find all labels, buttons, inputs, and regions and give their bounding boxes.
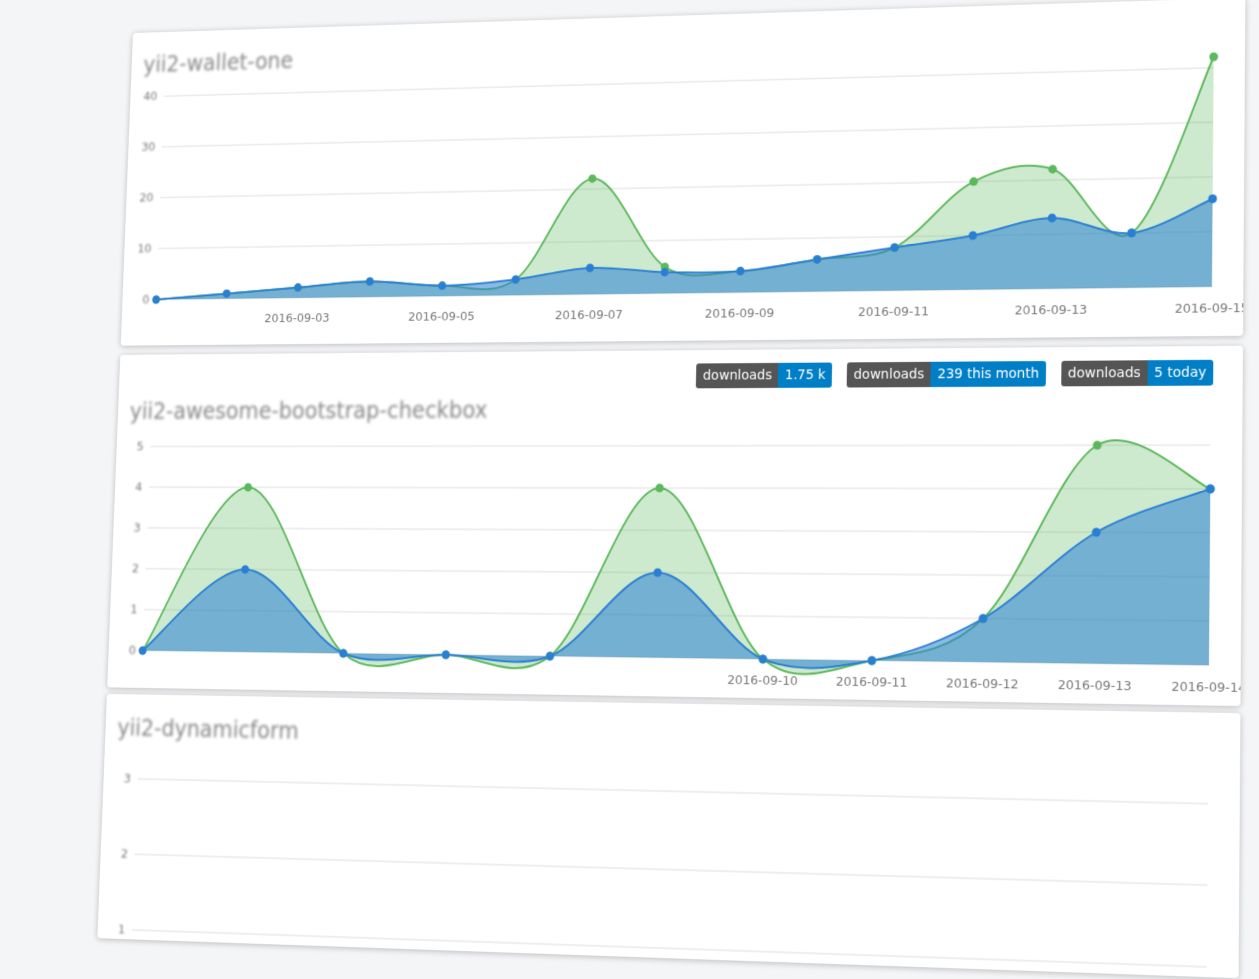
area bbox=[156, 198, 1213, 300]
x-tick-label: 2016-09-14 bbox=[1171, 679, 1243, 695]
point bbox=[1209, 52, 1219, 62]
grid-line bbox=[132, 930, 1207, 967]
page: yii2-wallet-one 0 10 20 30 40 2016-09-03 2016-0… bbox=[97, 0, 1246, 979]
grid-line bbox=[149, 487, 1210, 489]
point bbox=[1205, 484, 1215, 494]
chart: 0 1 2 3 4 5 2016-09-10 2016-09-11 2016-09-12 2016… bbox=[129, 346, 1243, 695]
grid-line bbox=[162, 122, 1213, 147]
point bbox=[441, 650, 450, 660]
point bbox=[152, 295, 161, 304]
y-tick-label: 20 bbox=[139, 191, 154, 205]
y-tick-label: 10 bbox=[137, 241, 152, 255]
x-tick-label: 2016-09-10 bbox=[727, 672, 798, 688]
y-tick-label: 5 bbox=[136, 439, 144, 453]
stage: yii2-wallet-one 0 10 20 30 40 2016-09-03 2016-0… bbox=[90, 0, 1259, 979]
panel: yii2-wallet-one 0 10 20 30 40 2016-09-03 2016-0… bbox=[120, 0, 1246, 346]
grid-line bbox=[138, 779, 1208, 804]
y-tick-label: 2 bbox=[121, 846, 129, 860]
y-tick-label: 2 bbox=[132, 561, 140, 575]
y-tick-label: 0 bbox=[129, 643, 137, 657]
grid-line bbox=[150, 445, 1210, 446]
grid-line bbox=[135, 854, 1207, 885]
x-tick-label: 2016-09-12 bbox=[946, 676, 1019, 692]
x-tick-label: 2016-09-15 bbox=[1175, 300, 1246, 315]
x-tick-label: 2016-09-11 bbox=[836, 674, 908, 690]
y-tick-label: 4 bbox=[135, 480, 143, 494]
x-tick-label: 2016-09-07 bbox=[555, 307, 623, 322]
panel: downloads 1.75 k downloads 239 this month do… bbox=[107, 345, 1243, 707]
x-tick-label: 2016-09-11 bbox=[858, 304, 929, 319]
area bbox=[142, 440, 1211, 681]
x-tick-label: 2016-09-05 bbox=[408, 309, 475, 324]
y-tick-label: 3 bbox=[124, 771, 132, 785]
y-tick-label: 40 bbox=[143, 89, 158, 103]
grid-line bbox=[164, 68, 1214, 97]
y-tick-label: 1 bbox=[130, 602, 138, 616]
x-tick-label: 2016-09-13 bbox=[1015, 302, 1088, 317]
y-tick-label: 3 bbox=[133, 520, 141, 534]
x-tick-label: 2016-09-03 bbox=[264, 311, 330, 325]
y-tick-label: 1 bbox=[118, 922, 126, 936]
chart: 0 10 20 30 40 2016-09-03 2016-09-05 2016-09-07 2… bbox=[137, 52, 1246, 325]
panel: yii2-dynamicform 1 2 3 bbox=[97, 693, 1241, 979]
x-tick-label: 2016-09-13 bbox=[1058, 677, 1132, 693]
y-tick-label: 0 bbox=[142, 292, 150, 306]
chart: 1 2 3 bbox=[118, 771, 1240, 978]
x-tick-label: 2016-09-09 bbox=[705, 306, 775, 321]
y-tick-label: 30 bbox=[141, 140, 156, 154]
point bbox=[867, 656, 877, 666]
